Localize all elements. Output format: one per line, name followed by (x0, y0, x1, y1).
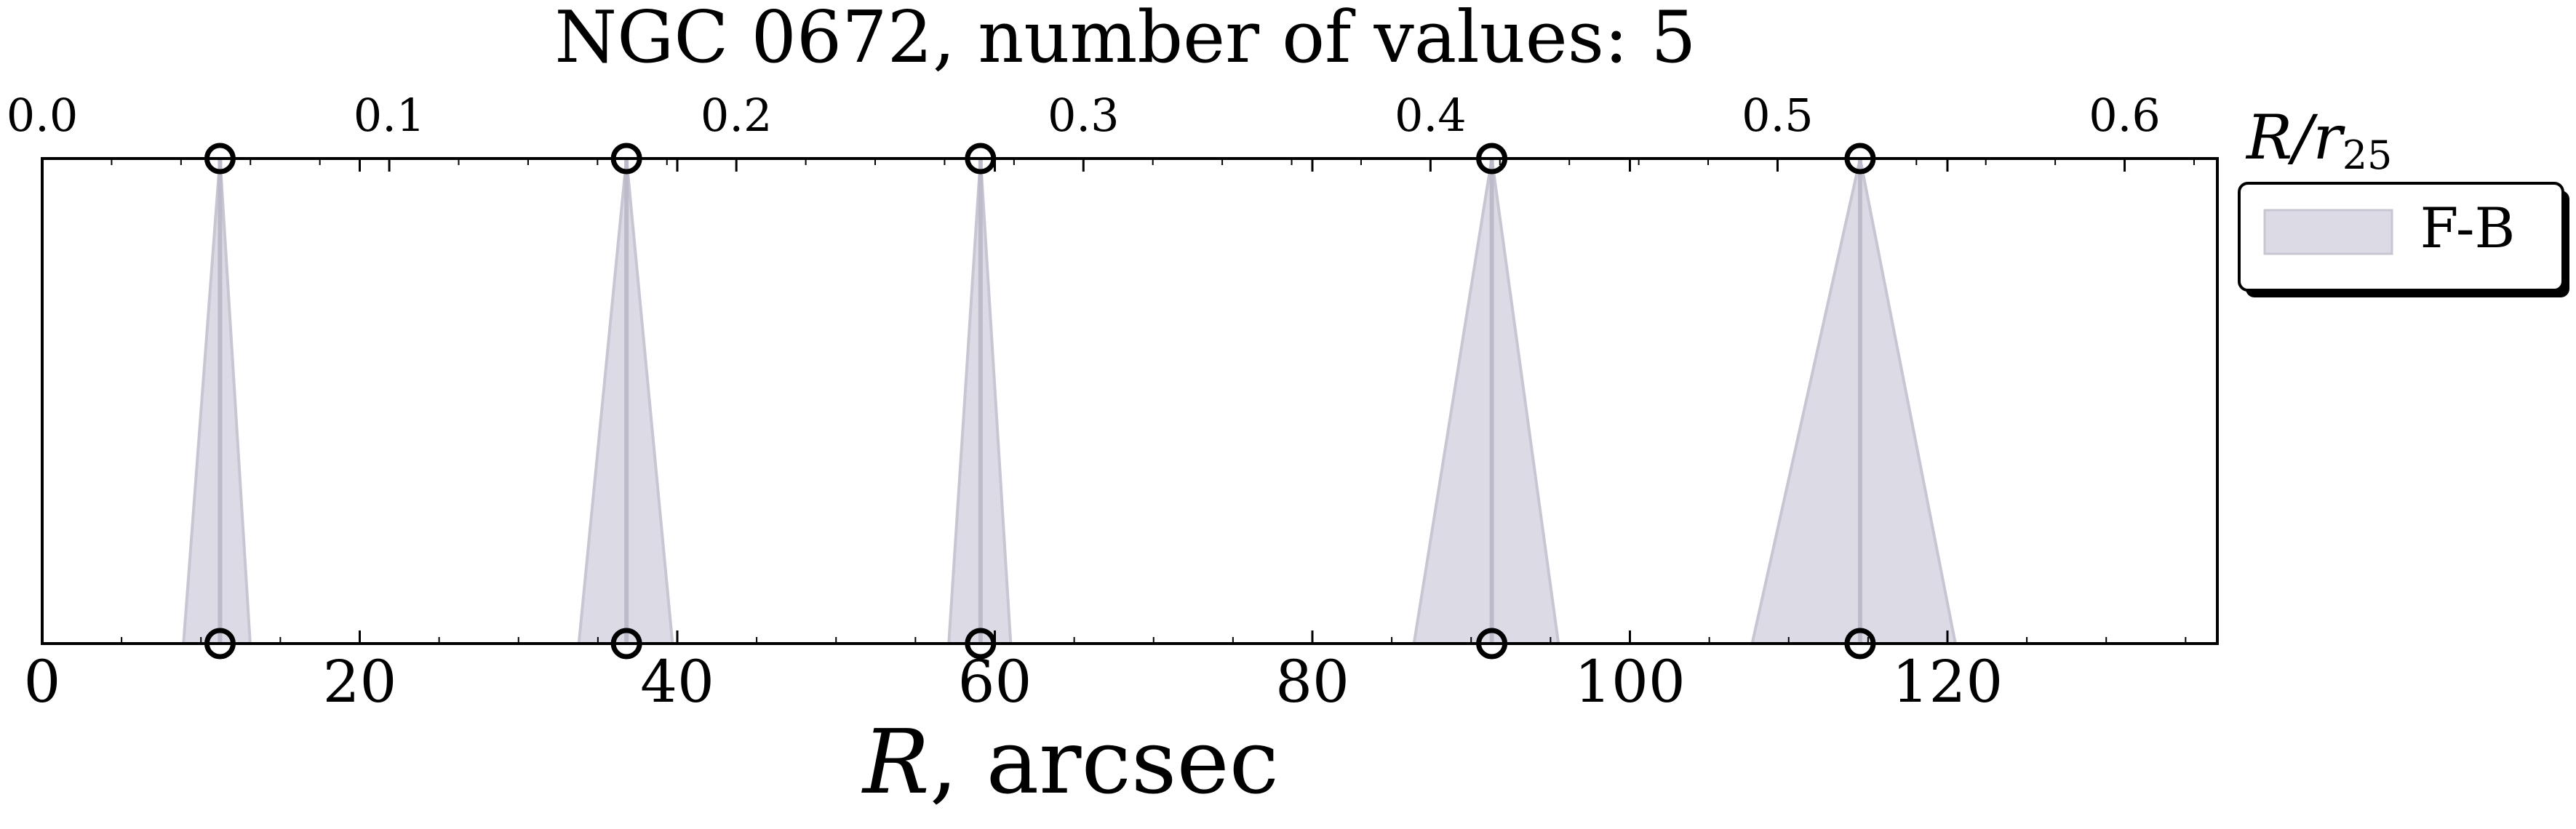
plot-frame (41, 157, 2219, 645)
bottom-marker-3 (1476, 628, 1508, 660)
bottom-marker-0 (204, 628, 236, 660)
bottom-tick-label-1: 20 (323, 648, 397, 716)
bottom-marker-4 (1844, 628, 1876, 660)
top-axis-label: R/r25 (2245, 102, 2392, 178)
top-tick-label-3: 0.3 (1048, 89, 1120, 142)
uncertainty-band-0 (182, 157, 252, 645)
x-axis-label-unit: , arcsec (930, 710, 1279, 814)
top-tick-label-4: 0.4 (1395, 89, 1467, 142)
bottom-tick-label-5: 100 (1574, 648, 1686, 716)
x-axis-label: R, arcsec (861, 710, 1279, 814)
top-marker-4 (1844, 143, 1876, 175)
x-axis-label-symbol: R (861, 710, 930, 814)
top-tick-label-5: 0.5 (1742, 89, 1814, 142)
bottom-tick-label-3: 60 (958, 648, 1032, 716)
plot-lines (218, 159, 1862, 644)
legend-swatch (2263, 209, 2393, 255)
uncertainty-band-4 (1750, 157, 1957, 645)
top-marker-1 (610, 143, 642, 175)
bottom-tick-label-4: 80 (1275, 648, 1349, 716)
bottom-tick-label-2: 40 (640, 648, 714, 716)
plot-markers (204, 143, 1876, 660)
bottom-marker-2 (965, 628, 997, 660)
legend-label: F-B (2420, 196, 2516, 260)
top-tick-label-0: 0.0 (7, 89, 79, 142)
top-marker-3 (1476, 143, 1508, 175)
bottom-tick-label-0: 0 (24, 648, 61, 716)
top-marker-0 (204, 143, 236, 175)
bottom-marker-1 (610, 628, 642, 660)
bottom-x-axis: 0 20 40 60 80 100 120 (24, 159, 2187, 716)
chart-title: NGC 0672, number of values: 5 (554, 0, 1696, 79)
top-tick-label-2: 0.2 (701, 89, 773, 142)
legend: F-B (2238, 182, 2569, 297)
top-marker-2 (965, 143, 997, 175)
plot-fills (182, 157, 1957, 645)
bottom-tick-label-6: 120 (1892, 648, 2003, 716)
top-x-axis: 0.0 0.1 0.2 0.3 0.4 0.5 0.6 (7, 89, 2195, 172)
uncertainty-band-3 (1412, 157, 1560, 645)
top-axis-label-subscript: 25 (2342, 132, 2393, 178)
top-axis-label-main: R/r (2245, 102, 2346, 173)
top-tick-label-6: 0.6 (2089, 89, 2161, 142)
top-tick-label-1: 0.1 (354, 89, 426, 142)
